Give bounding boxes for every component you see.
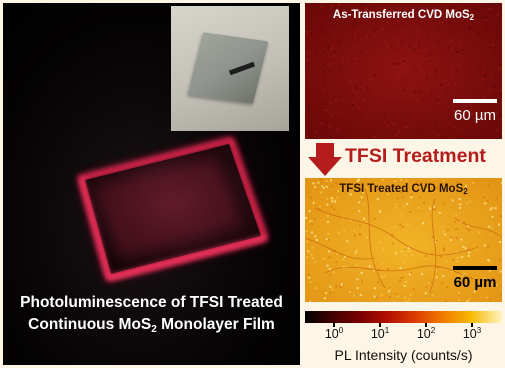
bottom-map-title: TFSI Treated CVD MoS2 xyxy=(339,183,468,196)
treatment-label: TFSI Treatment xyxy=(345,145,486,167)
left-caption: Photoluminescence of TFSI Treated Contin… xyxy=(3,292,300,341)
top-scale-label: 60 µm xyxy=(454,107,496,124)
as-transferred-pl-map: As-Transferred CVD MoS2 60 µm xyxy=(305,3,502,139)
colorbar-tick-1 xyxy=(379,323,381,327)
sample-photo-panel: Photoluminescence of TFSI Treated Contin… xyxy=(3,3,300,365)
colorbar-tick-label-0: 100 xyxy=(324,326,344,341)
glowing-sample xyxy=(77,137,269,282)
caption-line-2: Continuous MoS2 Monolayer Film xyxy=(28,316,275,335)
top-scale-bar xyxy=(453,99,497,103)
pl-colorbar xyxy=(305,311,502,323)
tfsi-treated-pl-map: TFSI Treated CVD MoS2 60 µm xyxy=(305,178,502,302)
inset-sample xyxy=(187,32,269,104)
top-map-texture xyxy=(305,3,502,139)
colorbar-tick-2 xyxy=(425,323,427,327)
bottom-scale-bar xyxy=(453,266,497,270)
colorbar-tick-label-1: 101 xyxy=(370,326,390,341)
colorbar-tick-label-2: 102 xyxy=(416,326,436,341)
colorbar-tick-3 xyxy=(471,323,473,327)
colorbar-label: PL Intensity (counts/s) xyxy=(334,347,473,363)
bottom-scale-label: 60 µm xyxy=(453,274,497,291)
colorbar-tick-label-3: 103 xyxy=(462,326,482,341)
caption-line-1: Photoluminescence of TFSI Treated xyxy=(20,294,283,311)
down-arrow-icon xyxy=(308,143,342,176)
bottom-map-texture xyxy=(305,178,502,302)
inset-photo xyxy=(171,6,289,131)
top-map-title: As-Transferred CVD MoS2 xyxy=(332,9,475,22)
colorbar-tick-0 xyxy=(333,323,335,327)
